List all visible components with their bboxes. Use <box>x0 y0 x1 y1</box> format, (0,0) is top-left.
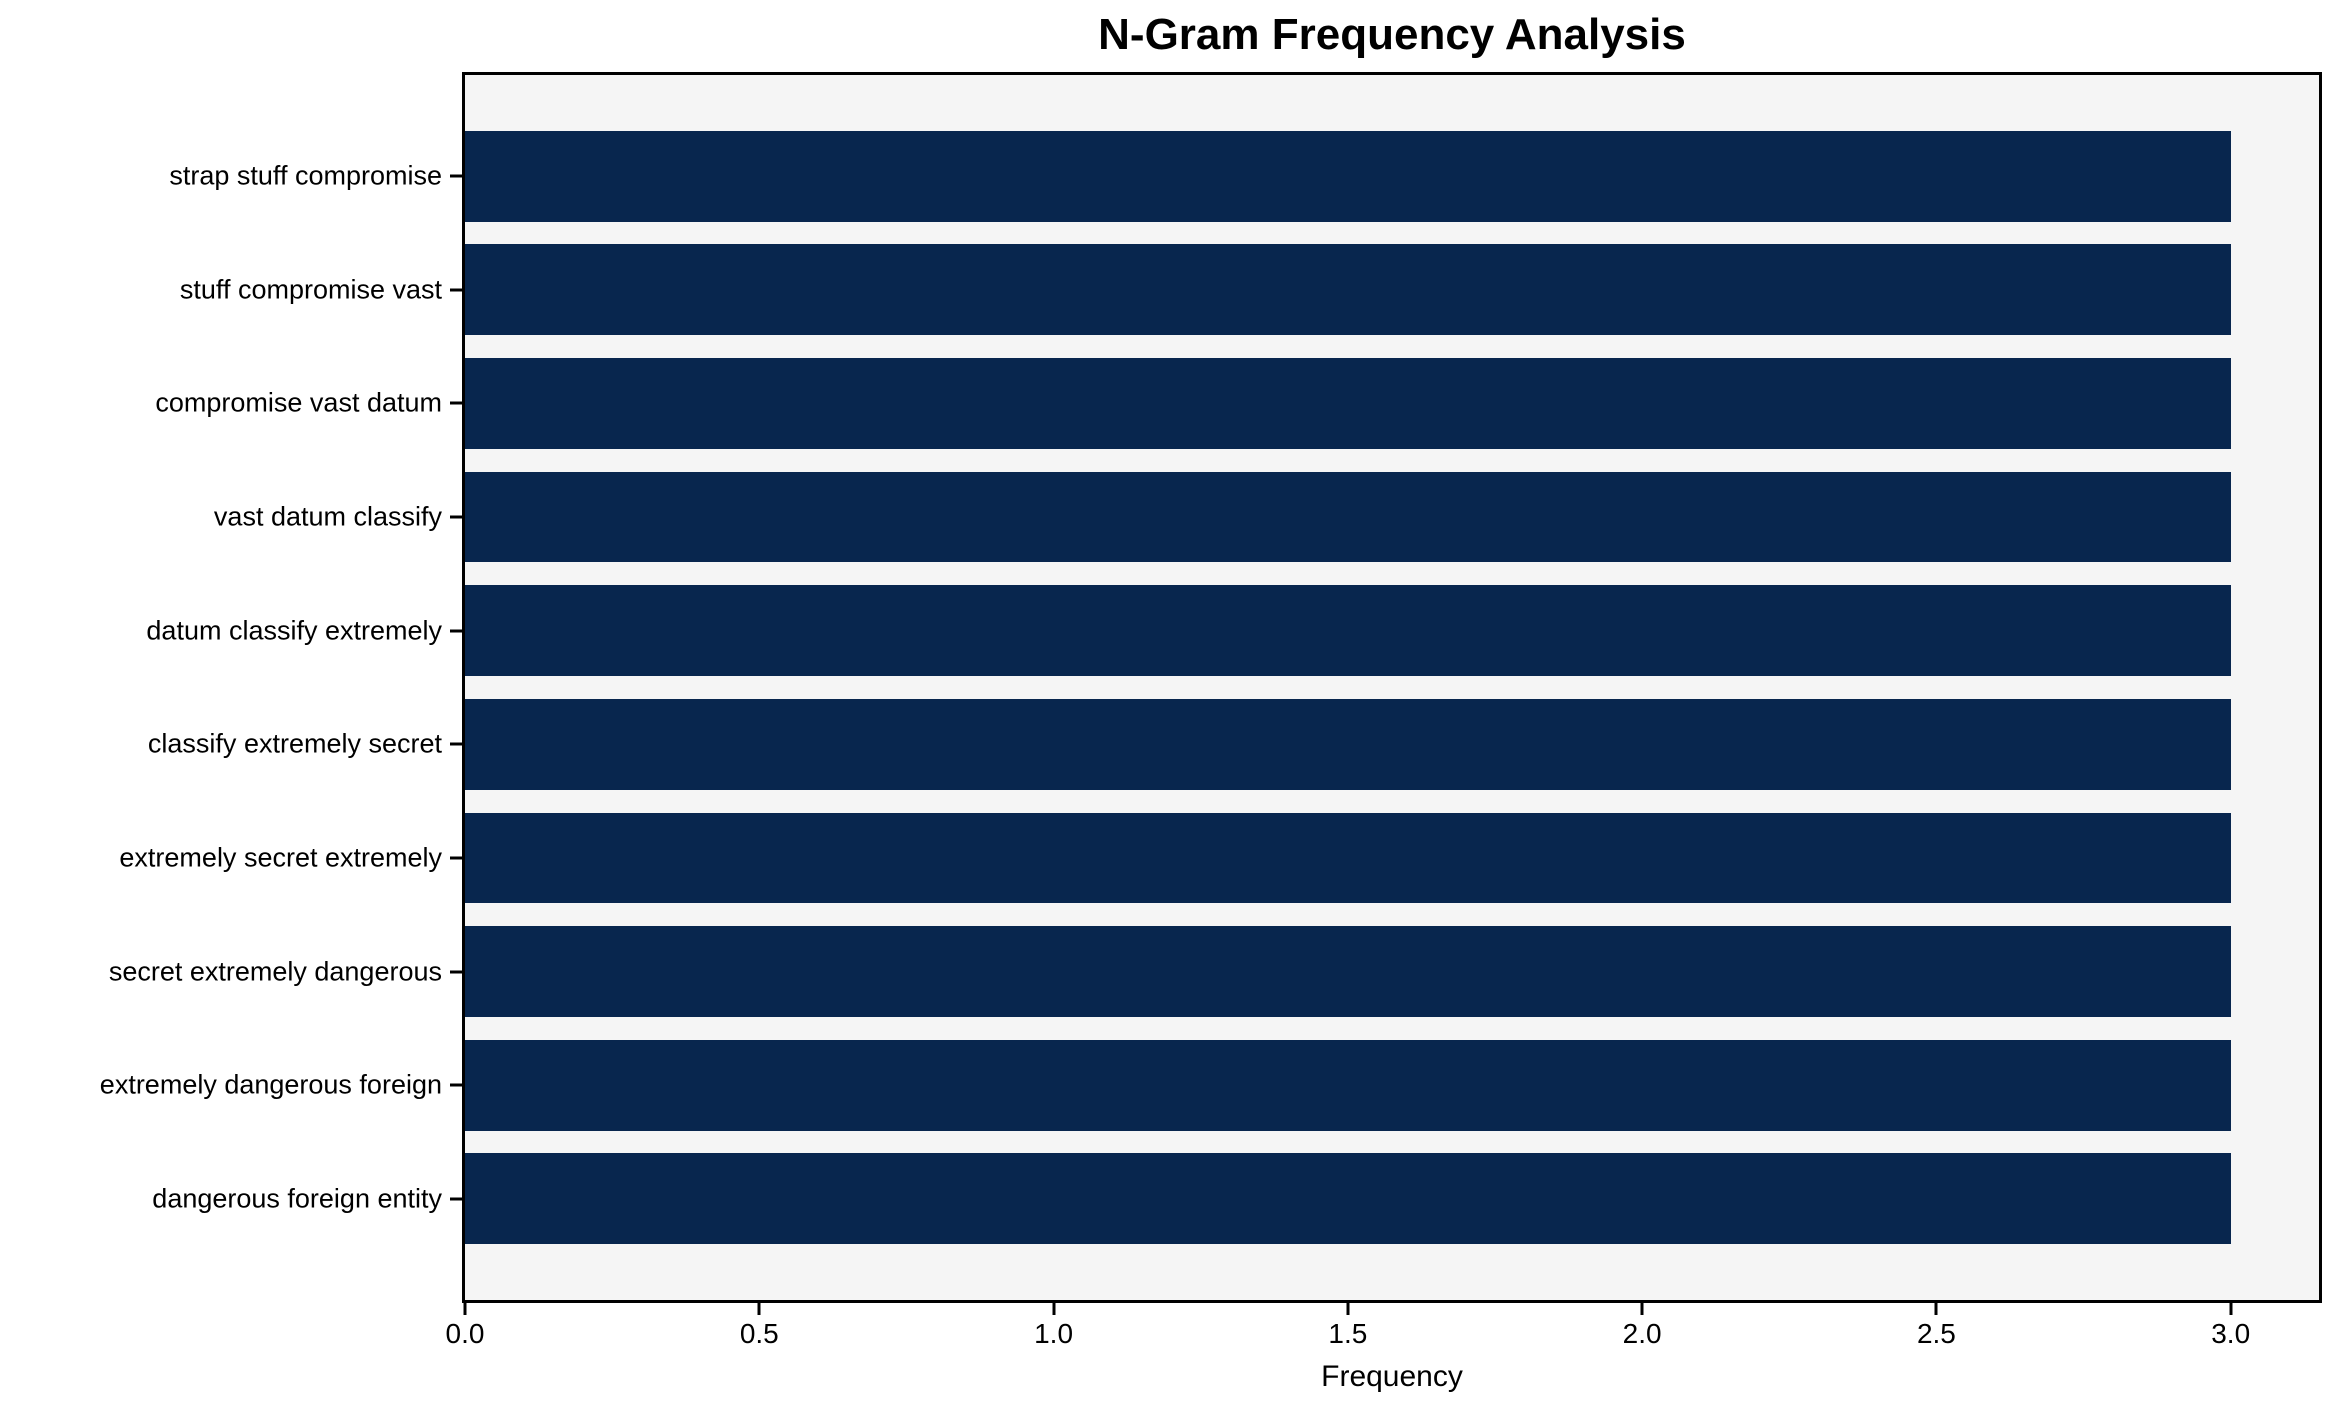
x-tick <box>2229 1303 2233 1315</box>
y-tick <box>450 1083 462 1087</box>
bar <box>465 130 2231 222</box>
bar <box>465 585 2231 677</box>
y-tick <box>450 515 462 519</box>
x-tick-label: 2.5 <box>1916 1318 1956 1349</box>
bar <box>465 1039 2231 1131</box>
x-tick <box>1052 1303 1056 1315</box>
y-tick-label: secret extremely dangerous <box>108 956 442 987</box>
x-tick <box>463 1303 467 1315</box>
y-tick <box>450 401 462 405</box>
bar <box>465 926 2231 1018</box>
y-tick <box>450 856 462 860</box>
x-tick-label: 1.0 <box>1034 1318 1074 1349</box>
bar <box>465 698 2231 790</box>
y-tick <box>450 629 462 633</box>
y-tick-label: stuff compromise vast <box>179 274 442 305</box>
y-tick <box>450 174 462 178</box>
bar <box>465 244 2231 336</box>
x-axis-label: Frequency <box>1321 1360 1463 1393</box>
chart-title: N-Gram Frequency Analysis <box>1098 10 1686 59</box>
bar <box>465 471 2231 563</box>
x-tick <box>1346 1303 1350 1315</box>
y-tick-label: datum classify extremely <box>146 615 442 646</box>
bar <box>465 1153 2231 1245</box>
x-tick <box>1640 1303 1644 1315</box>
x-tick-label: 2.0 <box>1622 1318 1662 1349</box>
y-tick <box>450 1197 462 1201</box>
y-tick-label: dangerous foreign entity <box>152 1183 442 1214</box>
bar <box>465 357 2231 449</box>
y-tick <box>450 742 462 746</box>
y-tick-label: extremely secret extremely <box>119 842 442 873</box>
x-tick-label: 0.5 <box>739 1318 779 1349</box>
y-tick-label: compromise vast datum <box>155 387 442 418</box>
x-tick <box>757 1303 761 1315</box>
x-tick-label: 1.5 <box>1328 1318 1368 1349</box>
y-tick-label: extremely dangerous foreign <box>99 1069 442 1100</box>
y-tick <box>450 288 462 292</box>
y-tick-label: strap stuff compromise <box>169 160 442 191</box>
bar <box>465 812 2231 904</box>
y-tick <box>450 970 462 974</box>
y-tick-label: vast datum classify <box>213 501 442 532</box>
plot-area <box>462 72 2322 1303</box>
x-tick-label: 3.0 <box>2211 1318 2251 1349</box>
x-tick-label: 0.0 <box>445 1318 485 1349</box>
x-tick <box>1934 1303 1938 1315</box>
y-tick-label: classify extremely secret <box>147 728 442 759</box>
